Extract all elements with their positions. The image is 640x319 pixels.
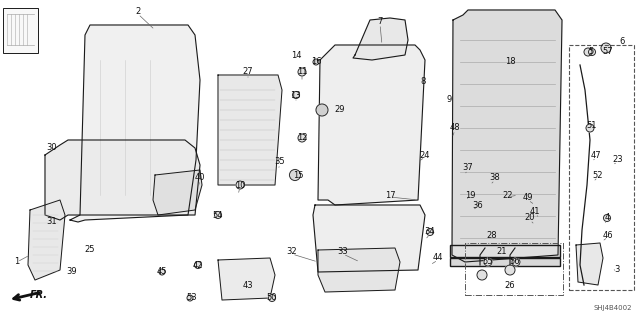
Polygon shape bbox=[218, 258, 275, 300]
Circle shape bbox=[512, 258, 520, 266]
Text: 51: 51 bbox=[587, 121, 597, 130]
Bar bbox=[450, 245, 560, 257]
Circle shape bbox=[477, 270, 487, 280]
Text: 30: 30 bbox=[47, 144, 58, 152]
Text: 2: 2 bbox=[136, 8, 141, 17]
Polygon shape bbox=[318, 248, 400, 292]
Text: 25: 25 bbox=[84, 246, 95, 255]
Text: 13: 13 bbox=[290, 91, 300, 100]
Text: 26: 26 bbox=[505, 280, 515, 290]
Text: 39: 39 bbox=[67, 268, 77, 277]
Text: FR.: FR. bbox=[30, 290, 48, 300]
Bar bbox=[465, 243, 563, 295]
Circle shape bbox=[214, 211, 221, 219]
Circle shape bbox=[426, 228, 433, 235]
Text: 5: 5 bbox=[588, 48, 594, 56]
Text: 36: 36 bbox=[472, 201, 483, 210]
Circle shape bbox=[298, 134, 306, 142]
Bar bbox=[569, 45, 634, 290]
Bar bbox=[450, 258, 560, 266]
Text: 4: 4 bbox=[604, 213, 610, 222]
Polygon shape bbox=[353, 18, 408, 60]
Bar bbox=[3, 8, 38, 53]
Circle shape bbox=[601, 43, 611, 53]
Text: 55: 55 bbox=[483, 257, 493, 266]
Text: 41: 41 bbox=[530, 207, 540, 217]
Polygon shape bbox=[318, 45, 425, 205]
Polygon shape bbox=[218, 75, 282, 185]
Polygon shape bbox=[70, 25, 200, 222]
Text: 57: 57 bbox=[603, 48, 613, 56]
Text: 42: 42 bbox=[193, 261, 204, 270]
Text: SHJ4B4002: SHJ4B4002 bbox=[593, 305, 632, 311]
Text: 22: 22 bbox=[503, 190, 513, 199]
Text: 49: 49 bbox=[523, 194, 533, 203]
Circle shape bbox=[584, 48, 592, 56]
Circle shape bbox=[236, 181, 244, 189]
Text: 8: 8 bbox=[420, 78, 426, 86]
Text: 34: 34 bbox=[425, 227, 435, 236]
Text: 3: 3 bbox=[614, 265, 620, 275]
Circle shape bbox=[298, 68, 306, 76]
Text: 20: 20 bbox=[525, 213, 535, 222]
Text: 43: 43 bbox=[243, 280, 253, 290]
Text: 18: 18 bbox=[505, 57, 515, 66]
Text: 19: 19 bbox=[465, 190, 476, 199]
Text: 45: 45 bbox=[157, 268, 167, 277]
Circle shape bbox=[159, 269, 165, 275]
Text: 11: 11 bbox=[297, 68, 307, 77]
Text: 50: 50 bbox=[267, 293, 277, 302]
Circle shape bbox=[195, 262, 202, 269]
Circle shape bbox=[313, 59, 319, 65]
Text: 21: 21 bbox=[497, 248, 508, 256]
Circle shape bbox=[187, 295, 193, 301]
Polygon shape bbox=[28, 200, 65, 280]
Text: 40: 40 bbox=[195, 174, 205, 182]
Text: 28: 28 bbox=[486, 231, 497, 240]
Text: 31: 31 bbox=[47, 218, 58, 226]
Text: 56: 56 bbox=[509, 257, 520, 266]
Polygon shape bbox=[576, 243, 603, 285]
Circle shape bbox=[269, 294, 275, 301]
Circle shape bbox=[289, 169, 301, 181]
Text: 12: 12 bbox=[297, 133, 307, 143]
Text: 53: 53 bbox=[187, 293, 197, 302]
Text: 17: 17 bbox=[385, 190, 396, 199]
Text: 1: 1 bbox=[14, 257, 20, 266]
Circle shape bbox=[484, 258, 492, 266]
Text: 7: 7 bbox=[378, 18, 383, 26]
Circle shape bbox=[604, 214, 611, 221]
Text: 15: 15 bbox=[292, 170, 303, 180]
Polygon shape bbox=[452, 10, 562, 262]
Circle shape bbox=[586, 124, 594, 132]
Text: 38: 38 bbox=[490, 174, 500, 182]
Text: 44: 44 bbox=[433, 254, 444, 263]
Text: 27: 27 bbox=[243, 68, 253, 77]
Text: 16: 16 bbox=[310, 57, 321, 66]
Text: 14: 14 bbox=[291, 50, 301, 60]
Text: 37: 37 bbox=[463, 164, 474, 173]
Polygon shape bbox=[313, 205, 425, 272]
Text: 29: 29 bbox=[335, 106, 345, 115]
Circle shape bbox=[589, 48, 595, 56]
Text: 9: 9 bbox=[446, 95, 452, 105]
Text: 48: 48 bbox=[450, 123, 460, 132]
Polygon shape bbox=[153, 170, 202, 215]
Text: 46: 46 bbox=[603, 231, 613, 240]
Text: 35: 35 bbox=[275, 158, 285, 167]
Text: 52: 52 bbox=[593, 170, 604, 180]
Circle shape bbox=[316, 104, 328, 116]
Text: 47: 47 bbox=[591, 151, 602, 160]
Text: 23: 23 bbox=[612, 155, 623, 165]
Text: 6: 6 bbox=[620, 38, 625, 47]
Text: 54: 54 bbox=[212, 211, 223, 219]
Circle shape bbox=[505, 265, 515, 275]
Text: 33: 33 bbox=[338, 248, 348, 256]
Text: 10: 10 bbox=[235, 181, 245, 189]
Polygon shape bbox=[45, 140, 200, 220]
Circle shape bbox=[292, 92, 300, 99]
Text: 32: 32 bbox=[287, 248, 298, 256]
Text: 24: 24 bbox=[420, 151, 430, 160]
